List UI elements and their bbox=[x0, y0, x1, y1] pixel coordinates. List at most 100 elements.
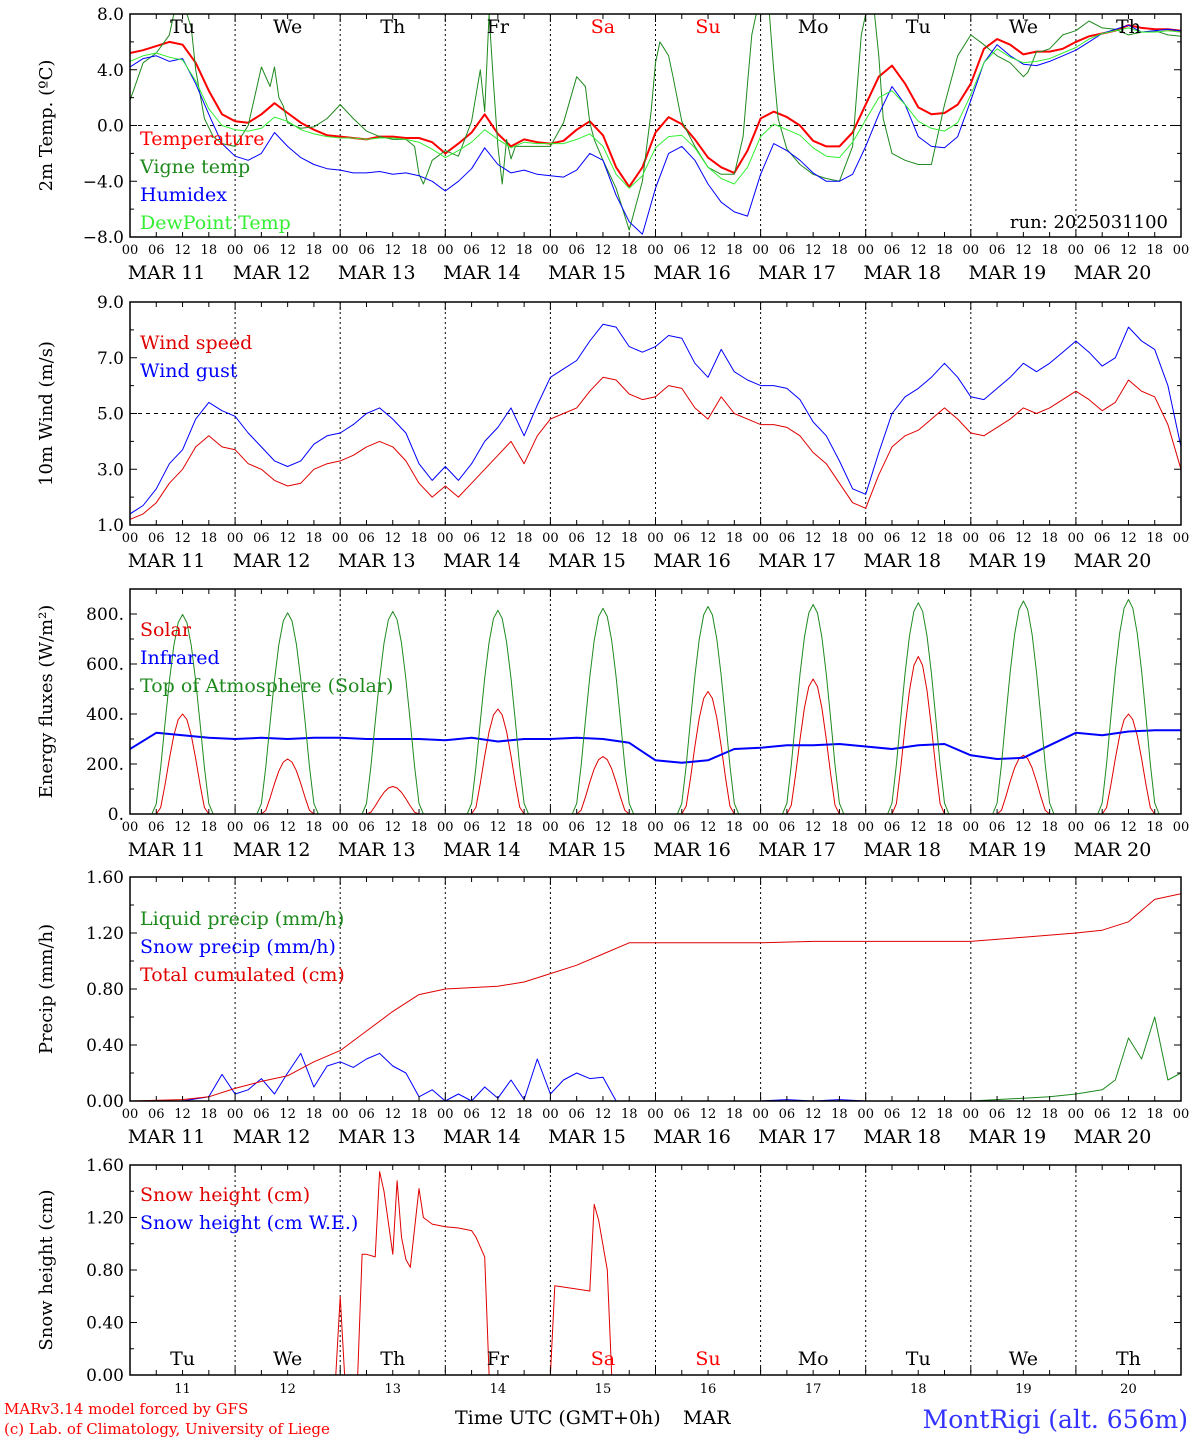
y-tick-label: 0.00 bbox=[86, 1092, 124, 1112]
series-group bbox=[130, 893, 1181, 1101]
x-hour-label: 06 bbox=[884, 531, 901, 546]
series-line-energy-2 bbox=[130, 599, 1181, 814]
x-hour-label: 18 bbox=[726, 1107, 743, 1122]
x-hour-label: 06 bbox=[674, 1107, 691, 1122]
series-line-precip-2 bbox=[130, 893, 1181, 1101]
x-hour-label: 12 bbox=[490, 531, 507, 546]
panel-precip: 0.00 0.40 0.80 1.20 1.60 Precip (mm/h) 00 06 12 1… bbox=[36, 868, 1189, 1148]
y-axis-label: 10m Wind (m/s) bbox=[36, 341, 57, 486]
x-hour-label: 00 bbox=[1173, 820, 1190, 835]
y-tick-label: 800. bbox=[86, 605, 124, 625]
x-hour-label: 18 bbox=[201, 820, 218, 835]
x-hour-label: 06 bbox=[884, 820, 901, 835]
x-hour-label: 06 bbox=[358, 531, 375, 546]
x-hour-label: 12 bbox=[384, 820, 401, 835]
series-line-snow-0 bbox=[130, 1171, 1181, 1375]
x-hour-label: 12 bbox=[490, 243, 507, 258]
x-hour-label: 06 bbox=[1094, 531, 1111, 546]
legend-entry: Solar bbox=[140, 619, 192, 641]
series-line-wind-0 bbox=[130, 376, 1181, 520]
x-hour-label: 18 bbox=[1041, 820, 1058, 835]
x-hour-label: 18 bbox=[306, 1107, 323, 1122]
x-day-label: MAR 13 bbox=[338, 839, 416, 861]
x-day-label: MAR 20 bbox=[1074, 1126, 1152, 1148]
x-day-label: MAR 19 bbox=[968, 839, 1046, 861]
x-hour-label: 00 bbox=[542, 820, 559, 835]
x-hour-label: 00 bbox=[857, 820, 874, 835]
x-hour-label: 12 bbox=[1015, 820, 1032, 835]
x-hour-label: 00 bbox=[1068, 531, 1085, 546]
x-day-label: MAR 12 bbox=[233, 839, 311, 861]
x-hour-label: 06 bbox=[148, 243, 165, 258]
x-hour-label: 06 bbox=[779, 531, 796, 546]
legend-entry: Infrared bbox=[140, 647, 220, 669]
weekday-label: Th bbox=[1116, 1348, 1141, 1370]
x-hour-label: 06 bbox=[253, 531, 270, 546]
x-day-label: MAR 16 bbox=[653, 839, 731, 861]
x-hour-label: 00 bbox=[437, 531, 454, 546]
x-hour-label: 00 bbox=[437, 1107, 454, 1122]
x-hour-label: 12 bbox=[490, 820, 507, 835]
x-hour-label: 12 bbox=[805, 243, 822, 258]
x-hour-label: 12 bbox=[595, 1107, 612, 1122]
x-hour-label: 18 bbox=[306, 243, 323, 258]
y-tick-label: 0. bbox=[108, 805, 124, 825]
series-line-temp-2 bbox=[130, 24, 1181, 235]
series-group bbox=[130, 323, 1181, 520]
x-hour-label: 00 bbox=[122, 820, 139, 835]
x-hour-label: 06 bbox=[358, 243, 375, 258]
x-hour-label: 18 bbox=[516, 1107, 533, 1122]
x-day-number: 17 bbox=[805, 1382, 822, 1397]
x-hour-label: 12 bbox=[279, 243, 296, 258]
series-line-wind-1 bbox=[130, 323, 1181, 515]
x-day-label: MAR 17 bbox=[758, 1126, 836, 1148]
x-day-number: 19 bbox=[1015, 1382, 1032, 1397]
x-hour-label: 12 bbox=[1120, 531, 1137, 546]
x-hour-label: 00 bbox=[963, 531, 980, 546]
x-hour-label: 18 bbox=[201, 531, 218, 546]
x-hour-label: 12 bbox=[1120, 1107, 1137, 1122]
x-hour-label: 18 bbox=[831, 820, 848, 835]
panels-layer: −8.0 −4.0 0.0 4.0 8.0 2m Temp. (ºC) 00 06 12 18 MA… bbox=[36, 5, 1189, 1397]
x-hour-label: 00 bbox=[857, 243, 874, 258]
x-hour-label: 12 bbox=[384, 243, 401, 258]
x-hour-label: 06 bbox=[989, 1107, 1006, 1122]
x-hour-label: 18 bbox=[411, 820, 428, 835]
y-tick-label: 1.20 bbox=[86, 1209, 124, 1229]
y-tick-label: 7.0 bbox=[97, 349, 124, 369]
weekday-label: We bbox=[1009, 16, 1038, 38]
x-day-label: MAR 19 bbox=[968, 1126, 1046, 1148]
legend-entry: Top of Atmosphere (Solar) bbox=[140, 675, 393, 697]
x-hour-label: 06 bbox=[253, 1107, 270, 1122]
weekday-label: Th bbox=[380, 1348, 405, 1370]
y-tick-label: 9.0 bbox=[97, 293, 124, 313]
x-hour-label: 00 bbox=[437, 820, 454, 835]
x-day-number: 13 bbox=[384, 1382, 401, 1397]
y-tick-label: 1.60 bbox=[86, 868, 124, 888]
series-line-precip-0 bbox=[130, 1016, 1181, 1101]
x-hour-label: 00 bbox=[227, 531, 244, 546]
x-hour-label: 06 bbox=[463, 1107, 480, 1122]
x-hour-label: 00 bbox=[857, 1107, 874, 1122]
x-day-number: 14 bbox=[490, 1382, 507, 1397]
x-hour-label: 00 bbox=[332, 243, 349, 258]
series-line-temp-3 bbox=[130, 27, 1181, 189]
weekday-label: Su bbox=[695, 16, 720, 38]
x-hour-label: 18 bbox=[1146, 531, 1163, 546]
x-hour-label: 06 bbox=[358, 1107, 375, 1122]
x-hour-label: 00 bbox=[963, 820, 980, 835]
x-hour-label: 06 bbox=[1094, 243, 1111, 258]
x-hour-label: 12 bbox=[1120, 820, 1137, 835]
y-tick-label: 3.0 bbox=[97, 460, 124, 480]
x-hour-label: 12 bbox=[279, 1107, 296, 1122]
x-hour-label: 00 bbox=[647, 1107, 664, 1122]
legend-entry: Snow precip (mm/h) bbox=[140, 936, 336, 958]
x-hour-label: 12 bbox=[174, 820, 191, 835]
x-hour-label: 18 bbox=[1041, 243, 1058, 258]
weekday-label: We bbox=[273, 1348, 302, 1370]
x-hour-label: 06 bbox=[148, 531, 165, 546]
x-hour-label: 18 bbox=[1146, 820, 1163, 835]
x-hour-label: 00 bbox=[1068, 1107, 1085, 1122]
x-hour-label: 06 bbox=[674, 531, 691, 546]
x-hour-label: 12 bbox=[700, 1107, 717, 1122]
